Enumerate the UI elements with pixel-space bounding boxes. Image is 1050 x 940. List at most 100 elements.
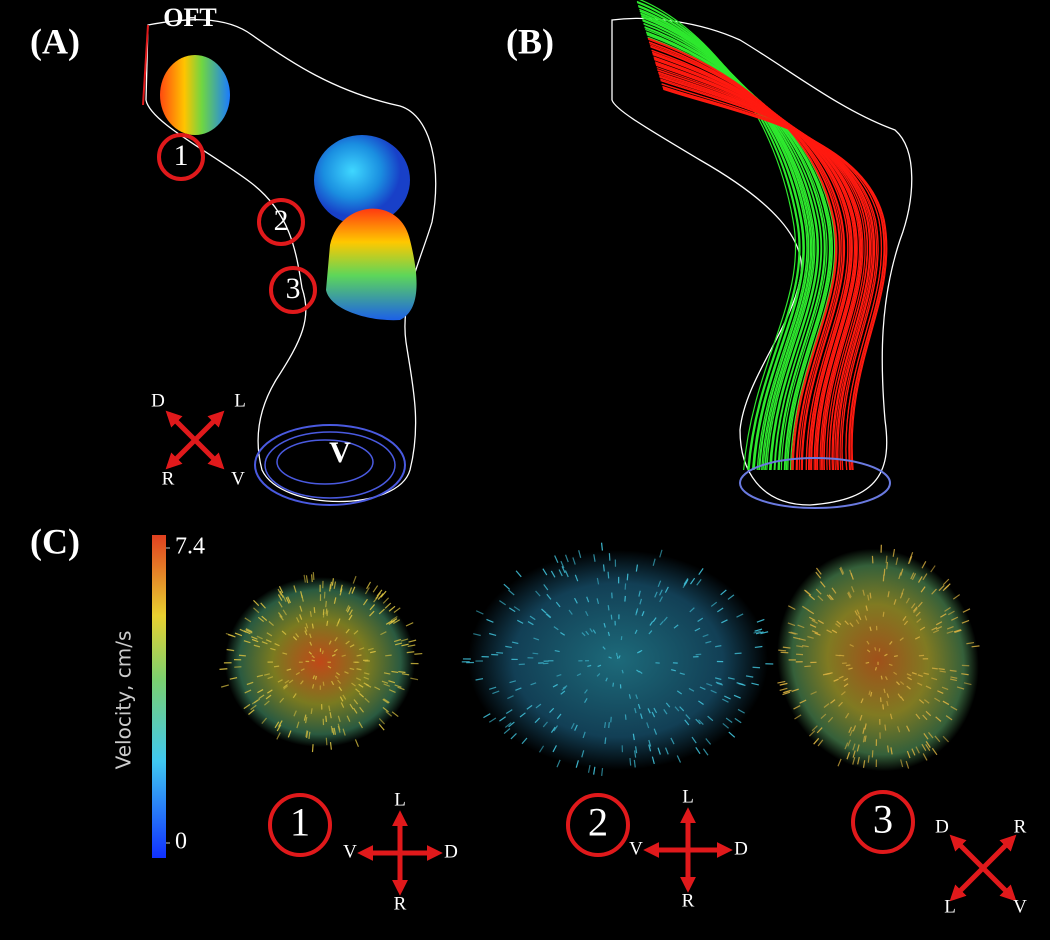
streamline (639, 0, 797, 471)
vector (543, 584, 549, 591)
vector (811, 725, 818, 732)
vector (869, 592, 872, 599)
streamline (649, 42, 841, 471)
vector (309, 633, 312, 639)
vector (893, 599, 897, 605)
vector (382, 706, 389, 713)
vector (918, 699, 925, 704)
vector (333, 727, 337, 735)
vector (553, 725, 559, 732)
vector (331, 653, 336, 657)
vector (283, 684, 288, 689)
vector (906, 673, 912, 677)
vector (854, 610, 859, 616)
vector (638, 670, 643, 674)
vector (243, 703, 251, 710)
orientation-label: V (231, 468, 245, 489)
vector (348, 614, 353, 621)
vector (819, 581, 826, 588)
vector (505, 645, 512, 649)
vector (663, 709, 668, 715)
vector (505, 709, 513, 715)
vector (226, 648, 235, 652)
vector (333, 597, 337, 604)
vector (920, 586, 926, 593)
vector (799, 699, 807, 704)
vector (971, 645, 980, 648)
vector (334, 637, 338, 642)
vector (328, 640, 332, 645)
vector (649, 621, 654, 626)
vector (828, 594, 834, 601)
vector (798, 638, 806, 641)
vector (381, 680, 389, 684)
vector (698, 719, 704, 726)
vector (555, 601, 561, 608)
vector (370, 650, 376, 654)
vector (702, 633, 709, 638)
vector (866, 649, 871, 653)
vector (335, 672, 340, 676)
vector (510, 733, 517, 740)
vector (513, 606, 521, 612)
vector (354, 739, 359, 747)
vector (593, 766, 596, 775)
vector (908, 555, 913, 564)
vector (311, 659, 315, 662)
vector (793, 705, 801, 710)
vector (912, 606, 918, 612)
vector (696, 579, 702, 586)
vector (797, 624, 805, 629)
vector (508, 721, 515, 728)
vector (915, 611, 921, 617)
vector (311, 623, 314, 629)
vector (721, 619, 728, 624)
orientation-label: D (734, 838, 748, 859)
vector (684, 719, 690, 726)
vector (966, 641, 975, 645)
vector (273, 665, 280, 668)
vector (847, 739, 851, 747)
inlet-marker (142, 24, 149, 106)
vector (915, 713, 921, 720)
vector (715, 645, 722, 648)
vector (910, 572, 915, 580)
section-number: 2 (274, 205, 289, 237)
vessel-outline (145, 19, 437, 503)
vector (286, 668, 292, 671)
vector (283, 685, 288, 690)
vector (849, 729, 854, 737)
orientation-label: R (162, 468, 175, 489)
vector (886, 693, 890, 698)
vector (282, 652, 288, 655)
vector (305, 730, 308, 738)
vector (638, 590, 641, 597)
vector (911, 672, 917, 675)
vector (888, 663, 893, 667)
vector (311, 655, 315, 659)
vector (261, 641, 268, 645)
section-number: 2 (588, 799, 608, 844)
vector (815, 588, 822, 595)
vector (378, 718, 385, 725)
section-marker (566, 793, 630, 857)
vector (337, 679, 342, 684)
vector (822, 672, 829, 676)
vector (648, 744, 652, 752)
vector (852, 750, 856, 758)
vector (691, 736, 697, 744)
vector (899, 637, 904, 641)
vector (618, 655, 621, 659)
vector (607, 631, 610, 637)
vector (864, 735, 867, 743)
vector (651, 711, 656, 718)
section-2-profile (314, 135, 410, 225)
vector (602, 646, 606, 650)
vector (817, 739, 824, 747)
vector (900, 759, 904, 768)
vector (245, 628, 253, 634)
vector (243, 630, 251, 635)
vector (564, 554, 569, 563)
vector (673, 624, 679, 629)
